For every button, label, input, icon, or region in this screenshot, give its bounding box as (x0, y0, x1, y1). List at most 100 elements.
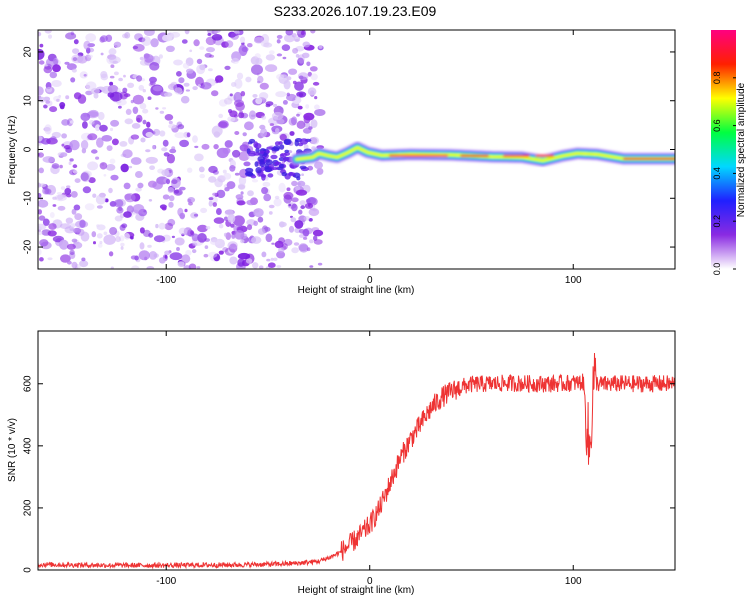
snr-y-label: SNR (10 * v/v) (7, 418, 18, 482)
noise-speck (179, 186, 186, 191)
noise-speck (265, 233, 273, 243)
noise-speck (283, 238, 293, 246)
noise-speck (142, 119, 147, 125)
noise-speck (273, 103, 278, 108)
noise-speck (254, 161, 259, 167)
noise-speck (146, 121, 151, 128)
noise-speck (262, 181, 271, 187)
noise-speck (86, 47, 91, 54)
noise-speck (71, 54, 84, 64)
noise-speck (162, 194, 170, 200)
noise-speck (286, 93, 297, 102)
noise-speck (117, 88, 121, 93)
noise-speck (213, 144, 219, 150)
noise-speck (130, 99, 134, 104)
noise-speck (267, 262, 276, 269)
noise-speck (208, 200, 213, 207)
noise-speck (199, 173, 205, 179)
noise-speck (49, 71, 58, 79)
noise-speck (261, 115, 267, 120)
noise-speck (223, 216, 228, 221)
noise-speck (87, 161, 99, 171)
noise-speck (289, 131, 295, 136)
noise-speck (257, 156, 266, 162)
noise-speck (310, 119, 318, 128)
noise-speck (282, 56, 287, 60)
noise-speck (266, 258, 271, 262)
noise-speck (77, 52, 84, 57)
noise-speck (140, 137, 146, 143)
noise-speck (212, 192, 218, 196)
noise-speck (103, 174, 107, 177)
noise-speck (60, 152, 68, 157)
noise-speck (296, 176, 301, 181)
noise-speck (227, 213, 236, 223)
noise-speck (73, 39, 79, 45)
noise-speck (110, 119, 120, 127)
noise-speck (181, 39, 188, 44)
noise-speck (38, 248, 42, 256)
noise-speck (51, 80, 62, 87)
noise-speck (122, 33, 129, 39)
noise-speck (171, 179, 178, 185)
noise-speck (187, 198, 192, 203)
noise-speck (39, 239, 49, 247)
noise-speck (145, 149, 151, 153)
noise-speck (65, 95, 70, 100)
noise-speck (164, 250, 171, 256)
noise-speck (257, 228, 266, 235)
noise-speck (192, 135, 198, 143)
noise-speck (237, 258, 245, 267)
noise-speck (292, 80, 297, 85)
noise-speck (199, 64, 206, 71)
noise-speck (164, 114, 174, 121)
noise-speck (38, 31, 42, 37)
noise-speck (218, 113, 224, 119)
noise-speck (39, 96, 46, 103)
noise-speck (303, 216, 310, 221)
noise-speck (80, 140, 89, 150)
noise-speck (52, 204, 57, 207)
noise-speck (109, 158, 116, 164)
noise-speck (198, 166, 205, 173)
noise-speck (276, 265, 282, 268)
noise-speck (128, 165, 133, 169)
noise-speck (270, 257, 274, 261)
noise-speck (65, 32, 77, 40)
noise-speck (209, 54, 215, 58)
noise-speck (297, 54, 305, 64)
noise-speck (227, 116, 236, 122)
noise-speck (149, 76, 157, 83)
noise-speck (254, 37, 264, 44)
noise-speck (38, 193, 42, 198)
noise-speck (309, 265, 314, 268)
noise-speck (310, 136, 320, 145)
noise-speck (216, 208, 222, 215)
noise-speck (312, 81, 320, 86)
noise-speck (288, 225, 295, 233)
noise-speck (178, 227, 188, 235)
noise-speck (38, 135, 43, 142)
noise-speck (295, 54, 300, 58)
noise-speck (66, 243, 76, 250)
noise-speck (177, 261, 185, 267)
noise-speck (293, 242, 300, 246)
noise-speck (46, 86, 53, 93)
colorbar-tick-label: 0.6 (712, 119, 722, 132)
noise-speck (269, 123, 275, 127)
noise-speck (139, 56, 145, 61)
snr-frame (37, 330, 676, 571)
noise-speck (164, 222, 174, 231)
noise-speck (268, 204, 275, 209)
noise-speck (109, 91, 123, 102)
noise-speck (318, 45, 323, 49)
noise-speck (302, 41, 311, 48)
noise-speck (275, 91, 287, 98)
noise-speck (70, 223, 77, 228)
noise-speck (69, 249, 75, 256)
noise-speck (137, 182, 144, 189)
noise-speck (276, 39, 281, 44)
noise-speck (231, 57, 240, 64)
noise-speck (93, 93, 99, 99)
noise-speck (294, 81, 304, 91)
